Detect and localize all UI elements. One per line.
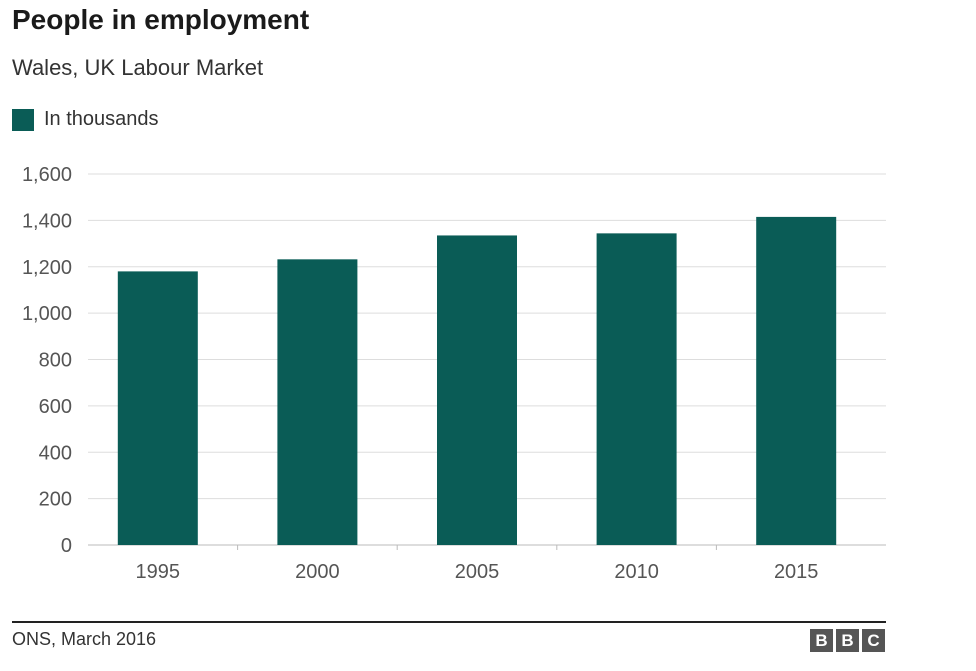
chart-subtitle: Wales, UK Labour Market (12, 55, 264, 80)
bar (596, 233, 677, 546)
x-tick-label: 2010 (614, 561, 659, 583)
x-tick-label: 2015 (774, 561, 819, 583)
x-tick-label: 2000 (295, 561, 340, 583)
bar (437, 235, 517, 545)
bbc-logo-block: B (836, 629, 859, 652)
bbc-logo: B B C (810, 629, 885, 652)
bbc-logo-block: C (862, 629, 885, 652)
legend-swatch (12, 108, 34, 131)
y-tick-label: 600 (39, 396, 72, 418)
bar (756, 216, 837, 545)
bar (277, 259, 358, 545)
bbc-logo-block: B (810, 629, 833, 652)
y-tick-label: 1,000 (22, 303, 72, 325)
bar-chart: 0 200 400 600 800 1,000 1,200 1,400 1,600 1995 200… (22, 164, 886, 583)
y-tick-label: 1,200 (22, 257, 72, 279)
y-tick-label: 400 (39, 442, 72, 464)
y-tick-label: 1,400 (22, 210, 72, 232)
y-tick-label: 0 (61, 535, 72, 557)
legend-label: In thousands (44, 108, 159, 130)
x-tick-label: 1995 (136, 561, 181, 583)
y-tick-label: 800 (39, 350, 72, 372)
bar (117, 271, 198, 545)
source-note: ONS, March 2016 (12, 629, 157, 649)
x-tick-label: 2005 (455, 561, 500, 583)
footer-divider (12, 621, 886, 623)
y-tick-label: 1,600 (22, 164, 72, 186)
y-tick-label: 200 (39, 489, 72, 511)
chart-title: People in employment (12, 4, 310, 35)
chart-legend: In thousands (12, 108, 159, 131)
